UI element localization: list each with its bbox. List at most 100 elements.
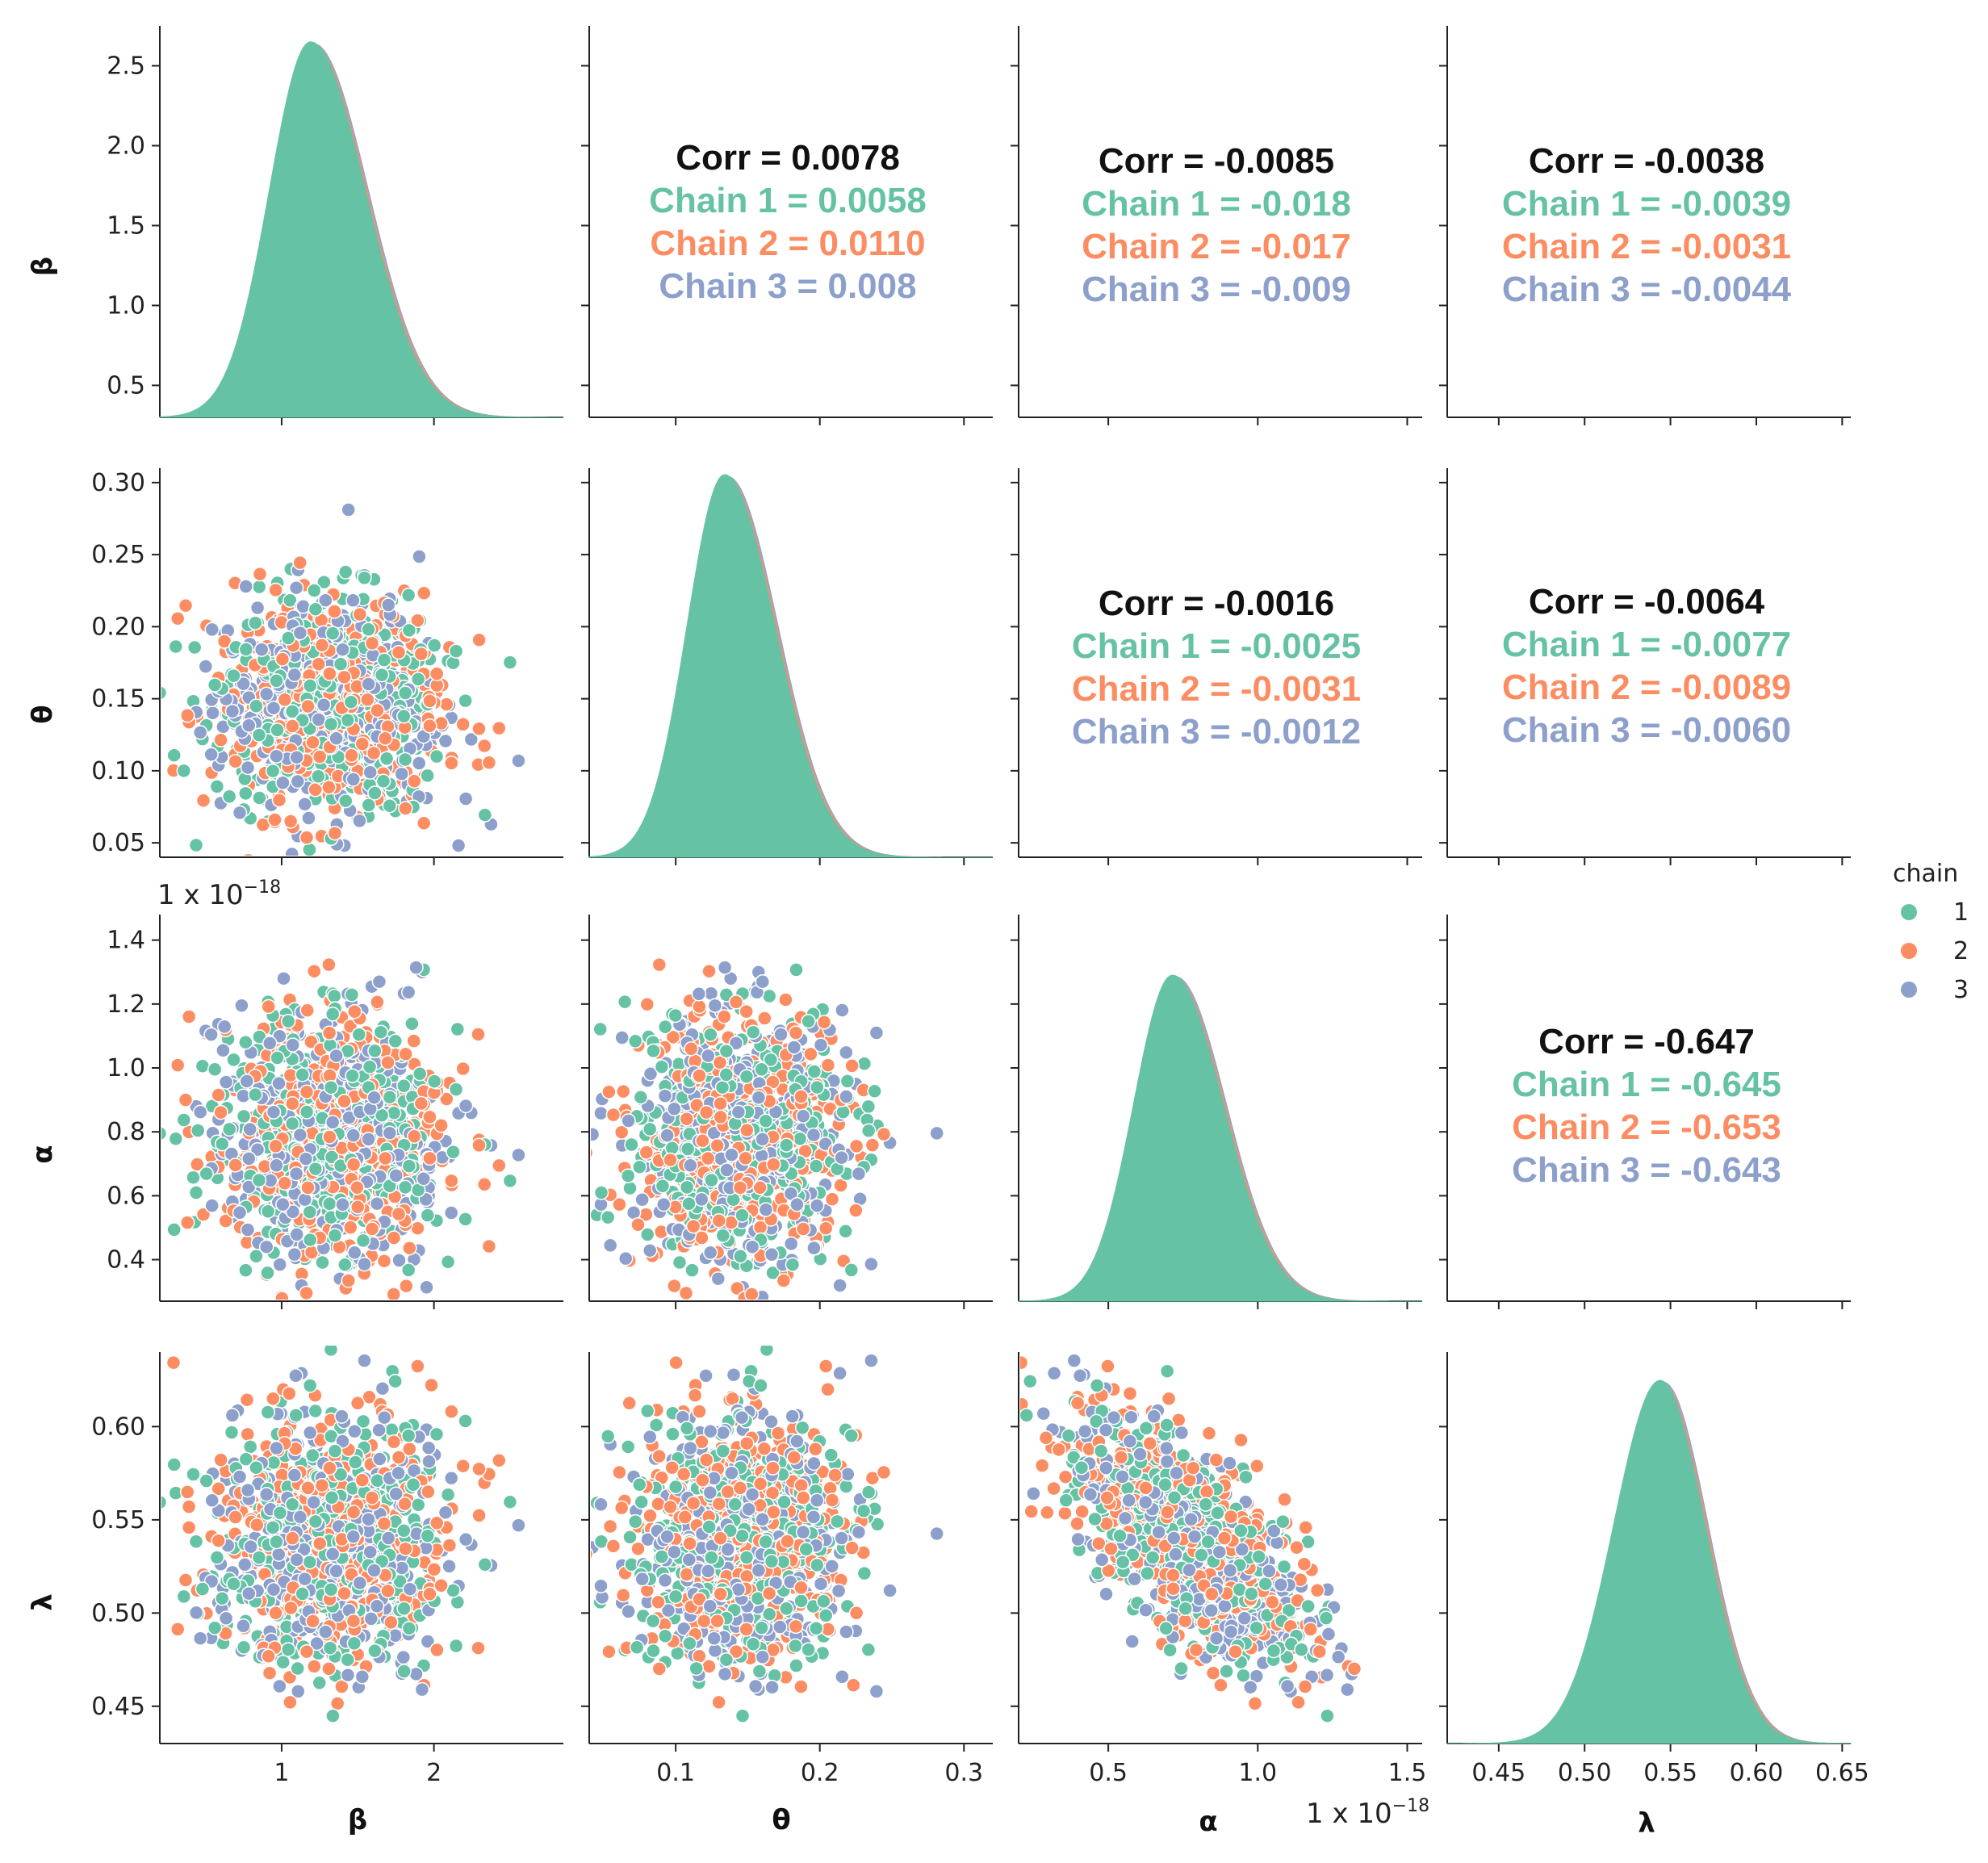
scatter-point-chain-3 <box>394 766 409 781</box>
scatter-point-chain-3 <box>591 1127 601 1142</box>
density-chain-1 <box>159 41 563 418</box>
scatter-point-chain-3 <box>758 1202 774 1217</box>
scatter-point-chain-1 <box>792 1131 808 1147</box>
scatter-point-chain-1 <box>308 1161 324 1177</box>
scatter-point-chain-2 <box>178 597 194 613</box>
scatter-point-chain-1 <box>327 1228 343 1243</box>
scatter-point-chain-3 <box>216 1043 231 1058</box>
scatter-point-chain-3 <box>239 1074 255 1089</box>
scatter-point-chain-1 <box>758 1113 773 1129</box>
scatter-point-chain-2 <box>343 1220 358 1235</box>
scatter-point-chain-1 <box>440 1487 456 1502</box>
scatter-point-chain-2 <box>481 755 497 771</box>
scatter-point-chain-2 <box>299 1003 315 1018</box>
scatter-point-chain-3 <box>411 756 427 771</box>
scatter-point-chain-3 <box>717 960 733 975</box>
scatter-point-chain-1 <box>856 1056 873 1071</box>
scatter-point-chain-2 <box>398 801 413 816</box>
scatter-point-chain-1 <box>321 1196 337 1212</box>
scatter-point-chain-2 <box>739 1003 754 1019</box>
scatter-point-chain-3 <box>371 973 387 990</box>
scatter-point-chain-3 <box>345 1128 362 1143</box>
y-tick-label: 0.4 <box>107 1246 145 1275</box>
scatter-point-chain-1 <box>843 1262 860 1278</box>
scatter-point-chain-1 <box>302 1204 318 1220</box>
scatter-point-chain-2 <box>370 994 385 1010</box>
scatter-point-chain-2 <box>352 606 368 622</box>
scatter-point-chain-2 <box>266 1391 281 1407</box>
scatter-point-chain-1 <box>367 785 383 801</box>
scatter-point-chain-3 <box>362 764 378 780</box>
scatter-point-chain-2 <box>165 1354 182 1371</box>
scatter-point-chain-3 <box>868 1025 885 1040</box>
scatter-point-chain-2 <box>444 1173 459 1189</box>
scatter-point-chain-2 <box>684 1041 699 1057</box>
density-chain-1 <box>1018 974 1422 1302</box>
scatter-point-chain-3 <box>241 1151 257 1166</box>
scatter-point-chain-1 <box>754 1061 769 1078</box>
scatter-point-chain-2 <box>730 1280 745 1296</box>
scatter-point-chain-2 <box>638 1145 655 1160</box>
scatter-point-chain-2 <box>416 585 432 601</box>
scatter-point-chain-2 <box>383 1614 399 1631</box>
scatter-point-chain-1 <box>186 639 203 655</box>
scatter-point-chain-3 <box>347 1245 362 1261</box>
scatter-point-chain-1 <box>312 1675 327 1691</box>
scatter-point-chain-3 <box>458 1531 474 1547</box>
scatter-point-chain-3 <box>262 1036 278 1051</box>
scatter-point-chain-3 <box>593 1105 609 1121</box>
scatter-point-chain-1 <box>308 1403 324 1419</box>
scatter-point-chain-2 <box>471 1027 486 1042</box>
scatter-point-chain-1 <box>718 1067 735 1082</box>
scatter-point-chain-3 <box>786 1040 802 1055</box>
scatter-point-chain-2 <box>334 1679 349 1694</box>
y-tick-label: 0.10 <box>91 757 145 785</box>
scatter-point-chain-1 <box>295 1067 310 1082</box>
scatter-point-chain-3 <box>458 1098 474 1114</box>
scatter-point-chain-3 <box>311 712 327 727</box>
scatter-point-chain-1 <box>835 1104 851 1120</box>
scatter-point-chain-1 <box>176 1112 192 1128</box>
scatter-point-chain-3 <box>236 676 251 692</box>
scatter-point-chain-3 <box>291 1684 306 1699</box>
scatter-point-chain-1 <box>238 1262 253 1278</box>
scatter-point-chain-1 <box>265 763 281 779</box>
scatter-point-chain-3 <box>602 1237 618 1254</box>
scatter-point-chain-2 <box>391 1206 407 1222</box>
scatter-point-chain-3 <box>656 1196 672 1212</box>
scatter-point-chain-3 <box>249 600 266 616</box>
scatter-point-chain-2 <box>833 1178 848 1193</box>
panel-theta-vs-beta: 0.050.100.150.200.250.30 <box>91 468 563 865</box>
scatter-point-chain-2 <box>299 830 315 845</box>
scatter-point-chain-1 <box>412 1066 428 1082</box>
scatter-point-chain-1 <box>642 1121 658 1137</box>
scatter-point-chain-2 <box>337 1094 352 1109</box>
scatter-point-chain-1 <box>633 1090 649 1105</box>
scatter-point-chain-3 <box>276 970 291 986</box>
scatter-point-chain-3 <box>216 1019 232 1035</box>
y-tick-label: 0.50 <box>91 1599 145 1627</box>
scatter-point-chain-2 <box>327 604 342 619</box>
scatter-point-chain-1 <box>195 1058 211 1074</box>
scatter-point-chain-1 <box>288 1408 303 1423</box>
scatter-point-chain-2 <box>455 717 471 732</box>
scatter-point-chain-3 <box>295 599 311 614</box>
scatter-point-chain-2 <box>277 1175 293 1191</box>
scatter-point-chain-1 <box>302 1232 318 1248</box>
scatter-point-chain-1 <box>396 1664 412 1679</box>
scatter-point-chain-3 <box>809 1198 825 1213</box>
scatter-point-chain-3 <box>419 1279 434 1296</box>
scatter-point-chain-3 <box>773 1027 789 1042</box>
scatter-point-chain-1 <box>284 704 300 719</box>
scatter-point-chain-3 <box>240 1222 256 1237</box>
scatter-point-chain-3 <box>234 998 249 1013</box>
scatter-point-chain-1 <box>450 1021 466 1037</box>
scatter-point-chain-1 <box>305 1447 320 1463</box>
scatter-point-chain-3 <box>361 676 376 692</box>
scatter-point-chain-1 <box>410 672 426 687</box>
scatter-point-chain-2 <box>820 1057 836 1073</box>
scatter-point-chain-3 <box>391 1253 407 1268</box>
scatter-point-chain-1 <box>396 709 412 724</box>
scatter-point-chain-3 <box>617 1250 634 1266</box>
scatter-point-chain-1 <box>251 579 267 595</box>
